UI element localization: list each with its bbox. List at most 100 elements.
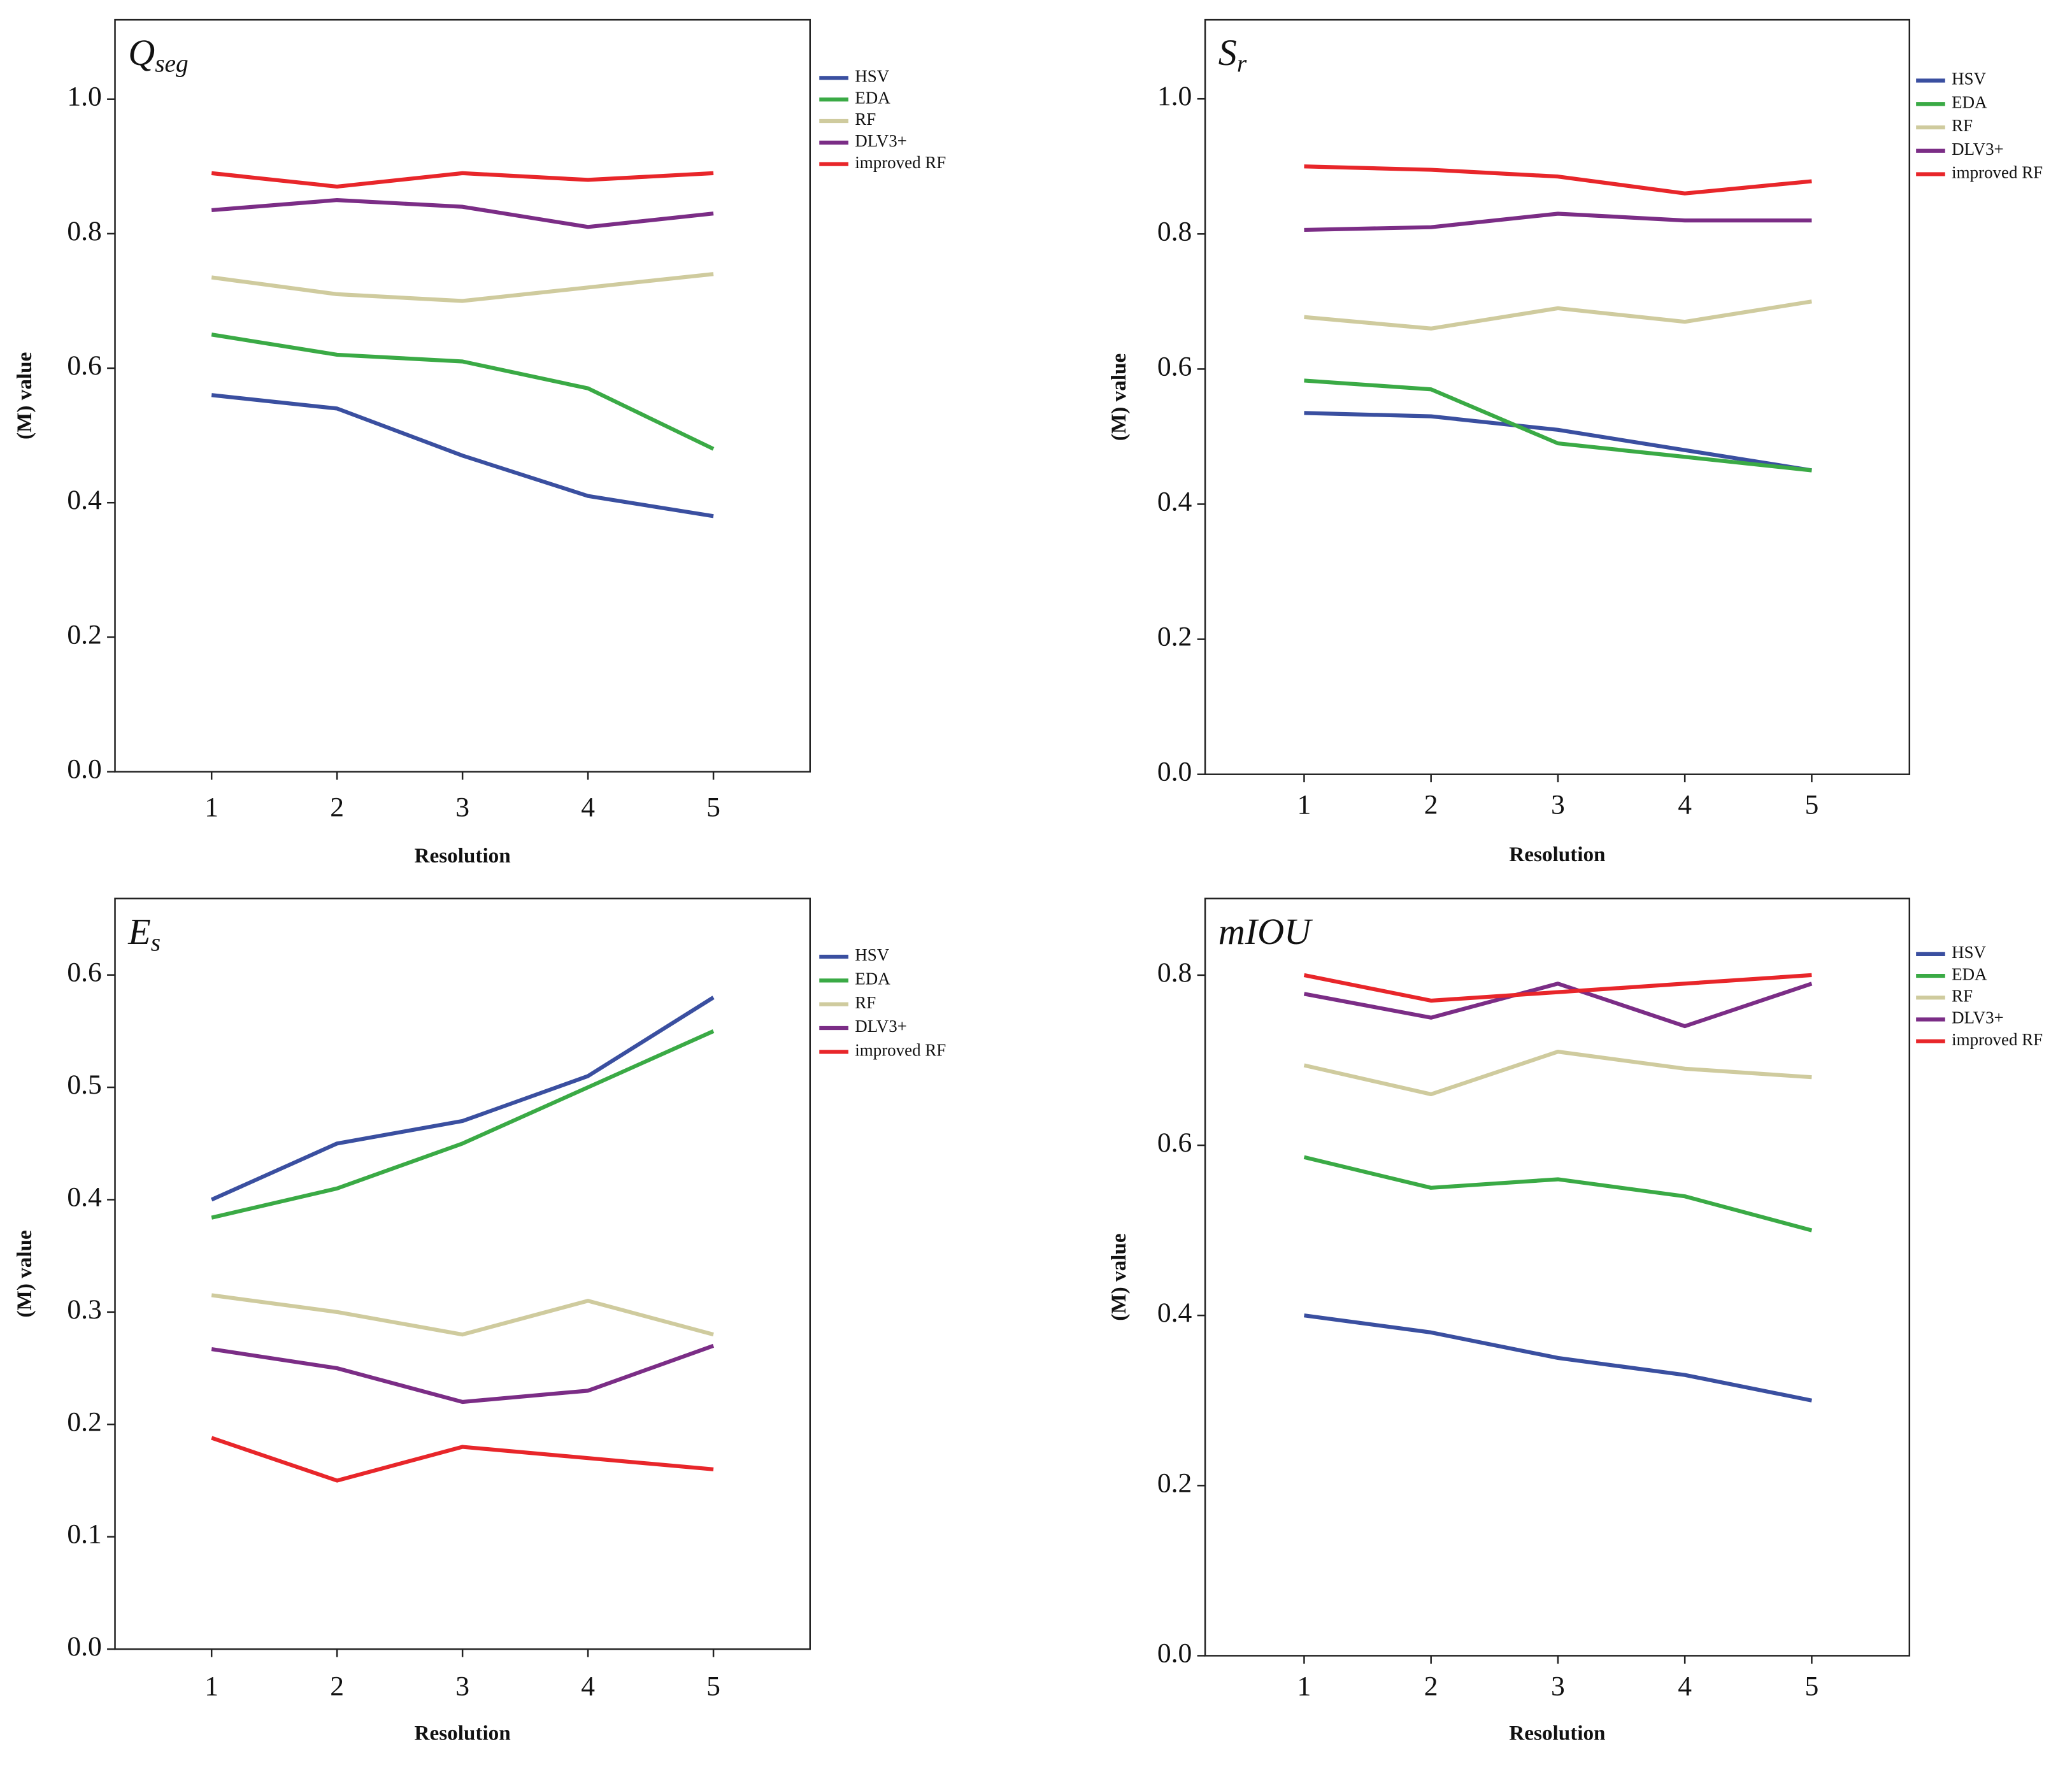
legend-label: HSV: [855, 67, 889, 86]
y-tick-label: 0.6: [67, 350, 101, 381]
series-line: [211, 171, 714, 189]
series-line: [211, 1293, 714, 1337]
legend-label: RF: [855, 110, 876, 129]
x-tick-label: 2: [1424, 790, 1438, 820]
y-tick-label: 0.6: [1157, 351, 1192, 382]
x-axis-label: Resolution: [415, 844, 511, 868]
x-tick-label: 4: [1678, 790, 1692, 820]
legend-label: improved RF: [1952, 163, 2043, 182]
title-main: S: [1218, 32, 1237, 74]
y-axis-label: (M) value: [13, 1230, 36, 1317]
series-line: [1303, 973, 1812, 1003]
x-tick-label: 4: [1678, 1671, 1692, 1701]
chart-title: Qseg: [128, 32, 188, 78]
title-subscript: s: [151, 928, 161, 956]
x-tick-label: 1: [1297, 790, 1311, 820]
legend-label: DLV3+: [855, 131, 907, 150]
legend-label: HSV: [1952, 69, 1986, 89]
series-line: [1304, 164, 1812, 196]
x-tick-label: 5: [1804, 790, 1818, 820]
x-tick-label: 3: [455, 792, 469, 823]
x-axis-label: Resolution: [1509, 1722, 1605, 1745]
y-axis-label: (M) value: [1107, 354, 1131, 441]
y-tick-label: 0.0: [1157, 1638, 1192, 1668]
series-line: [1303, 1050, 1812, 1097]
title-main: mIOU: [1218, 911, 1313, 952]
x-tick-label: 3: [455, 1671, 469, 1701]
y-tick-label: 0.8: [67, 216, 101, 247]
legend-label: RF: [855, 993, 876, 1012]
plot-frame: [114, 897, 811, 1650]
y-tick-label: 0.6: [1157, 1127, 1192, 1158]
series-line: [1304, 299, 1812, 331]
legend-label: DLV3+: [855, 1017, 907, 1036]
series-line: [210, 996, 715, 1202]
series-line: [211, 1029, 715, 1220]
y-tick-label: 0.0: [67, 1631, 101, 1662]
chart-title: mIOU: [1218, 911, 1313, 952]
chart-title: Es: [127, 911, 161, 956]
x-tick-label: 2: [1424, 1671, 1438, 1701]
y-tick-label: 0.5: [67, 1069, 101, 1100]
legend-label: EDA: [1952, 92, 1987, 111]
y-tick-label: 0.8: [1157, 957, 1192, 988]
series-line: [1304, 211, 1812, 232]
plot-frame: [1204, 897, 1911, 1657]
chart-panel: Es 0.0 0.1 0.2 0.3 0.4 0.5 0.6 1 2 3 4 5 Resolution (M…: [13, 897, 946, 1745]
y-tick-label: 0.4: [67, 485, 102, 515]
y-tick-label: 1.0: [1157, 81, 1192, 111]
y-tick-label: 0.4: [1157, 486, 1192, 517]
legend-label: EDA: [1952, 964, 1987, 983]
legend-label: DLV3+: [1952, 139, 2004, 159]
legend-label: improved RF: [855, 153, 946, 172]
y-tick-label: 0.4: [1157, 1297, 1192, 1328]
x-tick-label: 4: [581, 792, 595, 823]
y-tick-label: 0.2: [1157, 622, 1192, 652]
chart-title: Sr: [1218, 32, 1247, 78]
x-tick-label: 1: [204, 792, 218, 823]
series-line: [211, 332, 715, 451]
y-tick-label: 0.6: [67, 957, 101, 988]
title-main: Q: [128, 32, 155, 74]
legend-label: improved RF: [1952, 1030, 2043, 1049]
series-line: [1303, 982, 1813, 1029]
legend-label: EDA: [855, 88, 890, 107]
x-tick-label: 2: [330, 1671, 344, 1701]
y-tick-label: 0.3: [67, 1294, 101, 1325]
y-tick-label: 0.2: [1157, 1468, 1192, 1498]
series-line: [211, 272, 714, 303]
title-subscript: seg: [155, 50, 189, 78]
y-tick-label: 0.2: [67, 1406, 101, 1437]
x-tick-label: 2: [330, 792, 344, 823]
legend-label: RF: [1952, 986, 1973, 1005]
chart-panel: Qseg 0.0 0.2 0.4 0.6 0.8 1.0 1 2 3 4 5 Resolution (M)…: [13, 18, 946, 868]
series-line: [211, 197, 714, 229]
title-main: E: [127, 911, 150, 952]
x-tick-label: 5: [706, 1671, 720, 1701]
x-tick-label: 3: [1551, 790, 1565, 820]
legend-label: HSV: [1952, 943, 1986, 962]
x-axis-label: Resolution: [1509, 843, 1605, 866]
plot-frame: [1204, 18, 1911, 775]
y-tick-label: 0.2: [67, 619, 101, 650]
series-line: [211, 1343, 715, 1404]
chart-panel: Sr 0.0 0.2 0.4 0.6 0.8 1.0 1 2 3 4 5 Resolution (M) v…: [1107, 18, 2043, 866]
y-tick-label: 0.0: [1157, 757, 1192, 787]
series-line: [1304, 1313, 1812, 1403]
legend-label: RF: [1952, 116, 1973, 135]
series-line: [1303, 1155, 1813, 1233]
series-line: [1304, 378, 1812, 473]
legend-label: HSV: [855, 945, 889, 964]
y-axis-label: (M) value: [13, 352, 36, 439]
x-tick-label: 5: [1804, 1671, 1818, 1701]
series-line: [211, 393, 714, 518]
legend-label: DLV3+: [1952, 1008, 2004, 1027]
y-tick-label: 0.1: [67, 1519, 101, 1550]
series-line: [1304, 411, 1812, 473]
series-line: [211, 1436, 714, 1483]
x-tick-label: 1: [204, 1671, 218, 1701]
title-subscript: r: [1237, 50, 1247, 78]
x-axis-label: Resolution: [415, 1722, 511, 1745]
y-tick-label: 0.8: [1157, 216, 1192, 247]
